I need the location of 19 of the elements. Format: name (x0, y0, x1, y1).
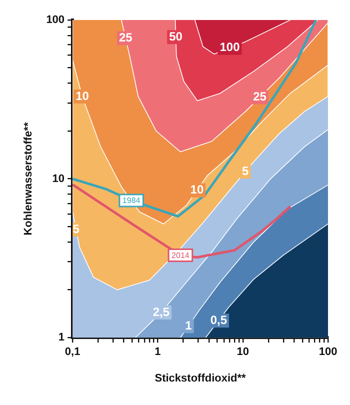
x-tick-label: 1 (154, 346, 161, 358)
annotation: 5 (72, 222, 80, 236)
y-tick-label: 100 (46, 14, 65, 26)
y-tick-label: 10 (52, 172, 65, 185)
annotation: 50 (169, 29, 183, 44)
annotation: 1 (185, 318, 192, 332)
y-tick-label: 1 (58, 332, 65, 344)
x-tick-label: 10 (236, 346, 249, 358)
annotation: 25 (118, 30, 133, 45)
annotation: 25 (253, 90, 267, 104)
annotation: 5 (242, 164, 250, 178)
annotation: 0,5 (210, 312, 228, 327)
x-tick-label: 0,1 (64, 346, 80, 358)
y-axis-title: Kohlenwasserstoffe** (22, 122, 35, 236)
annotation: 100 (220, 40, 240, 54)
annotation: 10 (76, 88, 90, 103)
annotation: 10 (190, 182, 204, 197)
x-axis-title: Stickstoffdioxid** (154, 372, 247, 384)
x-tick-label: 100 (318, 346, 338, 358)
